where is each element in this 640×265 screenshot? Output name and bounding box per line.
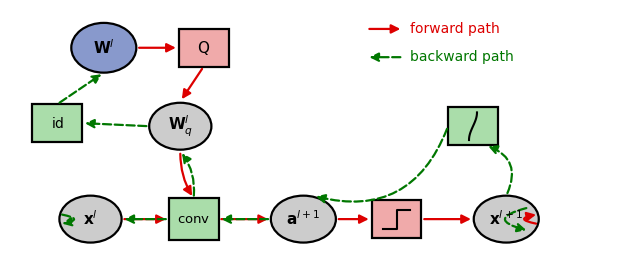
Ellipse shape bbox=[271, 196, 336, 242]
Text: $\mathbf{a}^{l+1}$: $\mathbf{a}^{l+1}$ bbox=[286, 210, 321, 228]
Ellipse shape bbox=[149, 103, 211, 150]
Ellipse shape bbox=[60, 196, 122, 242]
Text: $\mathbf{W}_q^l$: $\mathbf{W}_q^l$ bbox=[168, 114, 193, 139]
FancyBboxPatch shape bbox=[179, 29, 228, 67]
Text: forward path: forward path bbox=[410, 22, 500, 36]
Text: $\mathrm{id}$: $\mathrm{id}$ bbox=[51, 116, 64, 131]
FancyBboxPatch shape bbox=[372, 200, 422, 238]
Ellipse shape bbox=[71, 23, 136, 73]
Text: $\mathbf{x}^l$: $\mathbf{x}^l$ bbox=[83, 210, 98, 228]
Text: $\mathrm{Q}$: $\mathrm{Q}$ bbox=[197, 39, 210, 57]
Ellipse shape bbox=[474, 196, 539, 242]
FancyBboxPatch shape bbox=[169, 198, 218, 240]
Text: backward path: backward path bbox=[410, 50, 513, 64]
FancyBboxPatch shape bbox=[32, 104, 82, 142]
Text: $\mathrm{conv}$: $\mathrm{conv}$ bbox=[177, 213, 210, 226]
FancyBboxPatch shape bbox=[448, 107, 498, 145]
Text: $\mathbf{W}^l$: $\mathbf{W}^l$ bbox=[93, 38, 115, 57]
Text: $\mathbf{x}^{l+1}$: $\mathbf{x}^{l+1}$ bbox=[490, 210, 523, 228]
